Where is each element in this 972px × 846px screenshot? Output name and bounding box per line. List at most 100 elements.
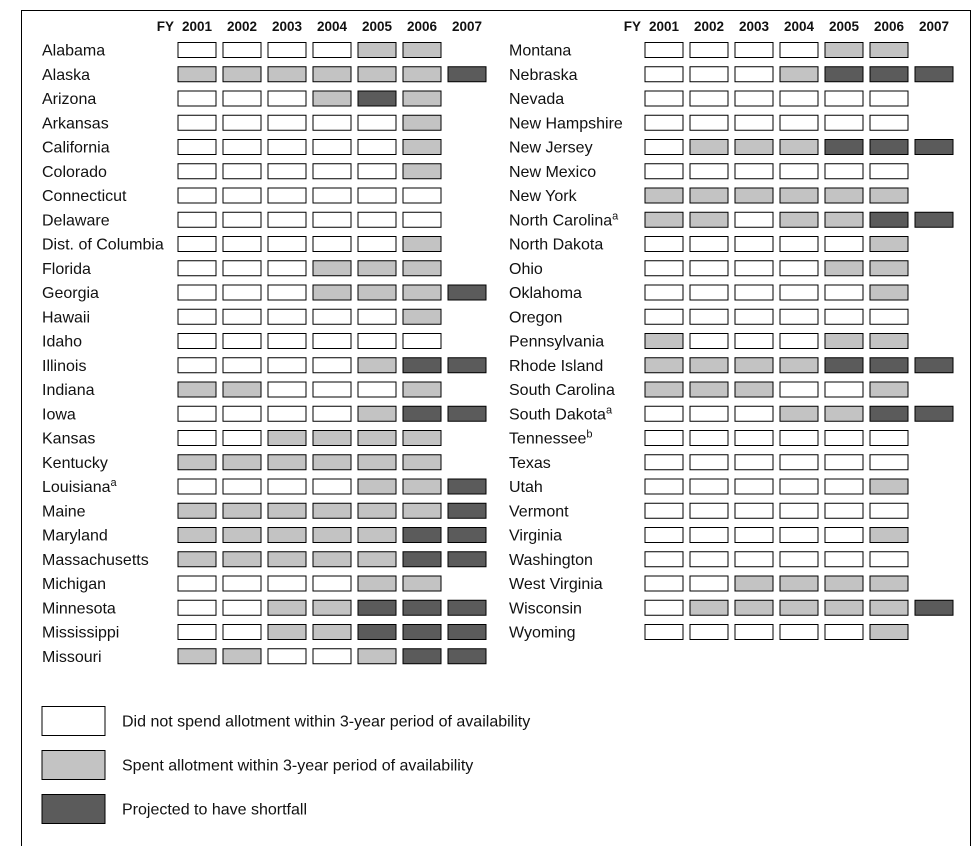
cell-connecticut-2006 bbox=[402, 187, 442, 204]
cell-california-2003 bbox=[267, 139, 307, 155]
cell-mississippi-2005 bbox=[357, 624, 397, 640]
cell-oklahoma-2003 bbox=[734, 284, 774, 301]
cell-michigan-2001 bbox=[177, 575, 217, 592]
cell-new-york-2001 bbox=[644, 187, 684, 204]
cell-iowa-2006 bbox=[402, 405, 442, 422]
state-label-maine: Maine bbox=[42, 503, 86, 520]
cell-idaho-2003 bbox=[267, 333, 307, 349]
state-label-hawaii: Hawaii bbox=[42, 309, 90, 326]
cell-vermont-2002 bbox=[689, 502, 729, 519]
cell-arizona-2001 bbox=[177, 90, 217, 107]
cell-rhode-island-2003 bbox=[734, 357, 774, 374]
year-header-2001-left: 2001 bbox=[182, 19, 213, 34]
cell-montana-2004 bbox=[779, 42, 819, 58]
cell-iowa-2007 bbox=[447, 405, 487, 422]
cell-north-dakota-2004 bbox=[779, 236, 819, 252]
cell-delaware-2003 bbox=[267, 211, 307, 228]
legend-label-2: Projected to have shortfall bbox=[122, 802, 307, 819]
cell-south-carolina-2003 bbox=[734, 381, 774, 398]
cell-vermont-2001 bbox=[644, 502, 684, 519]
cell-michigan-2005 bbox=[357, 575, 397, 592]
cell-new-jersey-2005 bbox=[824, 139, 864, 155]
cell-montana-2003 bbox=[734, 42, 774, 58]
footnote-marker: a bbox=[612, 210, 619, 222]
cell-north-carolina-2003 bbox=[734, 211, 774, 228]
cell-pennsylvania-2003 bbox=[734, 333, 774, 349]
state-label-oklahoma: Oklahoma bbox=[509, 285, 582, 302]
cell-massachusetts-2002 bbox=[222, 551, 262, 568]
cell-washington-2005 bbox=[824, 551, 864, 568]
cell-wyoming-2003 bbox=[734, 624, 774, 640]
state-label-massachusetts: Massachusetts bbox=[42, 552, 149, 569]
cell-new-jersey-2004 bbox=[779, 139, 819, 155]
cell-kansas-2002 bbox=[222, 430, 262, 446]
cell-louisiana-2005 bbox=[357, 478, 397, 495]
state-label-south-carolina: South Carolina bbox=[509, 382, 615, 399]
cell-indiana-2004 bbox=[312, 381, 352, 398]
cell-oklahoma-2002 bbox=[689, 284, 729, 301]
cell-georgia-2005 bbox=[357, 284, 397, 301]
cell-nevada-2005 bbox=[824, 90, 864, 107]
cell-kentucky-2002 bbox=[222, 454, 262, 471]
cell-connecticut-2001 bbox=[177, 187, 217, 204]
cell-indiana-2006 bbox=[402, 381, 442, 398]
cell-florida-2002 bbox=[222, 260, 262, 277]
cell-georgia-2004 bbox=[312, 284, 352, 301]
cell-kansas-2006 bbox=[402, 430, 442, 446]
state-label-georgia: Georgia bbox=[42, 285, 99, 302]
cell-new-mexico-2006 bbox=[869, 163, 909, 180]
cell-texas-2003 bbox=[734, 454, 774, 471]
cell-maine-2006 bbox=[402, 502, 442, 519]
cell-mississippi-2004 bbox=[312, 624, 352, 640]
state-label-illinois: Illinois bbox=[42, 358, 86, 375]
cell-oklahoma-2004 bbox=[779, 284, 819, 301]
cell-washington-2002 bbox=[689, 551, 729, 568]
cell-maryland-2005 bbox=[357, 527, 397, 543]
cell-new-jersey-2007 bbox=[914, 139, 954, 155]
cell-north-dakota-2006 bbox=[869, 236, 909, 252]
cell-iowa-2001 bbox=[177, 405, 217, 422]
cell-new-york-2005 bbox=[824, 187, 864, 204]
cell-new-hampshire-2003 bbox=[734, 114, 774, 131]
cell-delaware-2001 bbox=[177, 211, 217, 228]
footnote-marker: a bbox=[111, 477, 118, 489]
cell-arkansas-2001 bbox=[177, 114, 217, 131]
cell-utah-2003 bbox=[734, 478, 774, 495]
state-label-idaho: Idaho bbox=[42, 334, 82, 351]
state-label-tennessee: Tennesseeb bbox=[509, 429, 593, 448]
cell-utah-2002 bbox=[689, 478, 729, 495]
cell-georgia-2006 bbox=[402, 284, 442, 301]
state-label-west-virginia: West Virginia bbox=[509, 576, 603, 593]
cell-virginia-2004 bbox=[779, 527, 819, 543]
cell-missouri-2006 bbox=[402, 648, 442, 665]
cell-new-mexico-2003 bbox=[734, 163, 774, 180]
cell-minnesota-2005 bbox=[357, 599, 397, 616]
cell-idaho-2002 bbox=[222, 333, 262, 349]
cell-virginia-2006 bbox=[869, 527, 909, 543]
cell-arizona-2003 bbox=[267, 90, 307, 107]
cell-utah-2004 bbox=[779, 478, 819, 495]
state-label-maryland: Maryland bbox=[42, 528, 108, 545]
cell-new-york-2006 bbox=[869, 187, 909, 204]
cell-kansas-2003 bbox=[267, 430, 307, 446]
cell-ohio-2002 bbox=[689, 260, 729, 277]
cell-north-carolina-2005 bbox=[824, 211, 864, 228]
cell-massachusetts-2003 bbox=[267, 551, 307, 568]
cell-georgia-2003 bbox=[267, 284, 307, 301]
cell-colorado-2001 bbox=[177, 163, 217, 180]
cell-tennessee-2005 bbox=[824, 430, 864, 446]
cell-iowa-2002 bbox=[222, 405, 262, 422]
cell-utah-2005 bbox=[824, 478, 864, 495]
cell-oregon-2005 bbox=[824, 308, 864, 325]
cell-new-york-2002 bbox=[689, 187, 729, 204]
cell-virginia-2003 bbox=[734, 527, 774, 543]
state-label-connecticut: Connecticut bbox=[42, 188, 127, 205]
cell-minnesota-2001 bbox=[177, 599, 217, 616]
cell-oregon-2006 bbox=[869, 308, 909, 325]
cell-texas-2005 bbox=[824, 454, 864, 471]
cell-dist-of-columbia-2006 bbox=[402, 236, 442, 252]
cell-rhode-island-2005 bbox=[824, 357, 864, 374]
cell-north-dakota-2001 bbox=[644, 236, 684, 252]
year-header-2002-right: 2002 bbox=[694, 19, 724, 34]
cell-montana-2006 bbox=[869, 42, 909, 58]
